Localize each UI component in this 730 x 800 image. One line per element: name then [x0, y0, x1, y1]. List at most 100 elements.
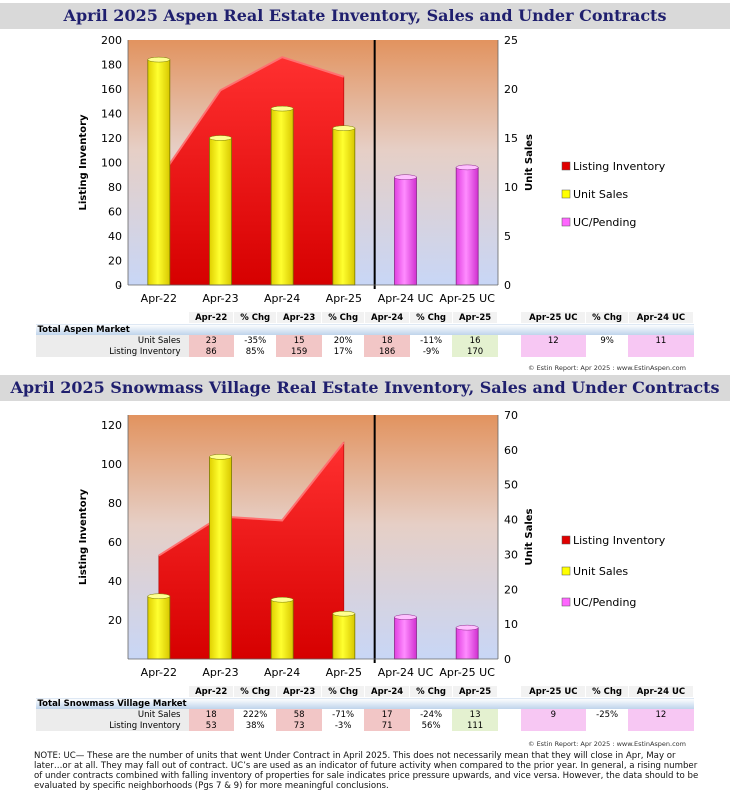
- unit-sales-bar-top: [147, 593, 171, 600]
- y-tick-label: 100: [101, 458, 122, 471]
- table-cell: -3%: [321, 720, 365, 731]
- listing-inventory-line: [158, 441, 345, 557]
- table-cell: 85%: [233, 346, 277, 357]
- table-cell: -25%: [585, 709, 629, 720]
- table-cell: [628, 346, 694, 357]
- unit-sales-bar: [209, 456, 232, 660]
- table-cell: -11%: [409, 335, 453, 346]
- y-tick-label: 60: [108, 536, 122, 549]
- table-cell: [520, 720, 586, 731]
- x-tick-label: Apr-25: [326, 666, 362, 679]
- unit-sales-bar-top: [209, 454, 232, 460]
- y2-tick-label: 5: [504, 230, 511, 243]
- y-axis-title: Listing Inventory: [78, 488, 89, 585]
- unit-sales-bar: [332, 127, 356, 286]
- uc-pending-bar: [455, 166, 479, 286]
- table-cell: -9%: [409, 346, 453, 357]
- y2-axis-title: Unit Sales: [524, 508, 535, 565]
- x-tick-label: Apr-24: [264, 666, 300, 679]
- table-cell: 222%: [233, 709, 277, 720]
- table-row: Listing Inventory 86 85% 159 17% 186 -9%…: [35, 346, 694, 357]
- header-cell: Apr-22: [187, 685, 235, 698]
- y-tick-label: 0: [115, 279, 122, 292]
- header-cell: Apr-24: [363, 685, 411, 698]
- row-label: Listing Inventory: [35, 720, 189, 731]
- y-tick-label: 60: [108, 206, 122, 219]
- legend-label: UC/Pending: [573, 216, 636, 229]
- aspen-credit: © Estin Report: Apr 2025 : www.EstinAspe…: [528, 364, 686, 372]
- unit-sales-bar-top: [270, 105, 294, 112]
- uc-pending-bar: [455, 627, 479, 660]
- unit-sales-bar: [147, 59, 171, 286]
- table-cell: 17%: [321, 346, 365, 357]
- x-tick-label: Apr-23: [202, 292, 238, 305]
- y-tick-label: 120: [101, 419, 122, 432]
- table-cell: 53: [188, 720, 234, 731]
- y-tick-label: 120: [101, 132, 122, 145]
- uc-pending-bar-top: [394, 174, 417, 180]
- header-cell: % Chg: [321, 311, 365, 324]
- unit-sales-bar-top: [332, 610, 356, 617]
- unit-sales-bar-top: [209, 135, 232, 141]
- aspen-data-table: Apr-22 % Chg Apr-23 % Chg Apr-24 % Chg A…: [35, 311, 695, 357]
- header-cell: % Chg: [233, 685, 277, 698]
- table-cell: [520, 346, 586, 357]
- snowmass-credit: © Estin Report: Apr 2025 : www.EstinAspe…: [528, 740, 686, 748]
- table-cell: 11: [628, 335, 694, 346]
- uc-pending-bar-top: [394, 614, 417, 620]
- header-cell: % Chg: [321, 685, 365, 698]
- uc-pending-bar-top: [455, 164, 479, 171]
- y2-tick-label: 25: [504, 34, 518, 47]
- table-cell: 18: [188, 709, 234, 720]
- table-cell: 12: [628, 709, 694, 720]
- header-cell: Apr-25 UC: [520, 685, 587, 698]
- table-cell: 56%: [409, 720, 453, 731]
- table-cell: 9: [520, 709, 586, 720]
- table-cell: 186: [364, 346, 410, 357]
- y2-tick-label: 20: [504, 583, 518, 596]
- x-tick-label: Apr-23: [202, 666, 238, 679]
- unit-sales-bar-top: [147, 56, 171, 63]
- legend-label: Unit Sales: [573, 565, 628, 578]
- legend-label: UC/Pending: [573, 596, 636, 609]
- y2-axis-title: Unit Sales: [524, 134, 535, 191]
- table-cell: 17: [364, 709, 410, 720]
- y2-tick-label: 0: [504, 653, 511, 666]
- x-tick-label: Apr-25 UC: [439, 666, 495, 679]
- legend-swatch: [561, 161, 571, 171]
- unit-sales-bar-top: [332, 125, 356, 131]
- header-cell: % Chg: [585, 685, 629, 698]
- legend-swatch: [561, 597, 571, 607]
- snowmass-chart-title: April 2025 Snowmass Village Real Estate …: [0, 375, 730, 401]
- uc-pending-bar-top: [455, 624, 479, 631]
- table-cell: -35%: [233, 335, 277, 346]
- y-tick-label: 40: [108, 230, 122, 243]
- table-cell: 12: [520, 335, 586, 346]
- table-cell: 13: [452, 709, 498, 720]
- x-tick-label: Apr-24 UC: [378, 292, 434, 305]
- y-tick-label: 100: [101, 157, 122, 170]
- x-tick-label: Apr-24 UC: [378, 666, 434, 679]
- header-cell: % Chg: [409, 311, 453, 324]
- y2-tick-label: 70: [504, 409, 518, 422]
- row-label: Unit Sales: [35, 709, 189, 720]
- unit-sales-bar-top: [270, 596, 294, 603]
- unit-sales-bar: [209, 137, 232, 286]
- unit-sales-bar: [270, 599, 294, 660]
- y-tick-label: 40: [108, 575, 122, 588]
- table-cell: 71: [364, 720, 410, 731]
- header-cell: Apr-23: [275, 685, 323, 698]
- y-tick-label: 20: [108, 614, 122, 627]
- legend-label: Listing Inventory: [573, 160, 666, 173]
- x-tick-label: Apr-22: [141, 666, 177, 679]
- legend-swatch: [561, 566, 571, 576]
- x-tick-label: Apr-24: [264, 292, 300, 305]
- header-cell: Apr-25 UC: [520, 311, 587, 324]
- snowmass-data-table: Apr-22 % Chg Apr-23 % Chg Apr-24 % Chg A…: [35, 685, 695, 731]
- x-tick-label: Apr-22: [141, 292, 177, 305]
- section-label: Total Aspen Market: [35, 323, 694, 335]
- y-tick-label: 160: [101, 83, 122, 96]
- table-cell: 58: [276, 709, 322, 720]
- table-cell: [585, 346, 629, 357]
